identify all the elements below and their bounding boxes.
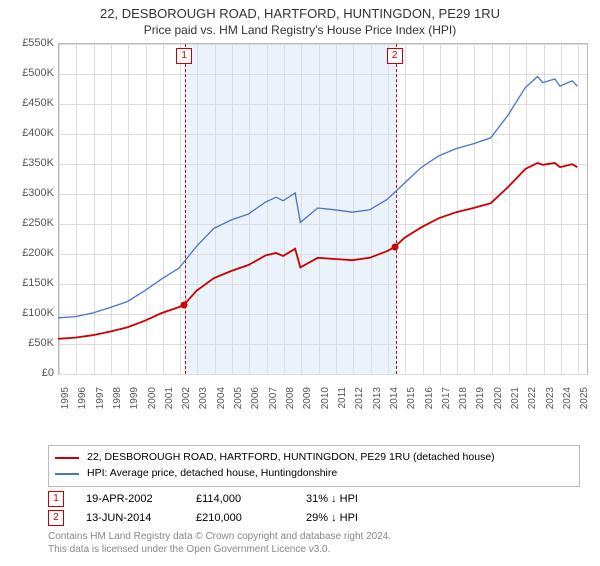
x-tick: 2008 — [285, 387, 296, 417]
footer-line: This data is licensed under the Open Gov… — [48, 543, 580, 556]
page-subtitle: Price paid vs. HM Land Registry's House … — [0, 23, 600, 37]
sale-price: £210,000 — [196, 512, 284, 524]
x-tick: 2025 — [579, 387, 590, 417]
legend-swatch — [55, 457, 79, 459]
x-tick: 2019 — [475, 387, 486, 417]
x-tick: 2007 — [268, 387, 279, 417]
x-tick: 2017 — [441, 387, 452, 417]
x-tick: 2003 — [198, 387, 209, 417]
x-tick: 2024 — [562, 387, 573, 417]
marker-label: 1 — [176, 48, 192, 64]
x-tick: 2004 — [216, 387, 227, 417]
x-tick: 1997 — [95, 387, 106, 417]
legend: 22, DESBOROUGH ROAD, HARTFORD, HUNTINGDO… — [48, 445, 580, 487]
sale-delta: 29% ↓ HPI — [306, 512, 394, 524]
footer-line: Contains HM Land Registry data © Crown c… — [48, 530, 580, 543]
x-tick: 2018 — [458, 387, 469, 417]
marker-dot — [391, 244, 398, 251]
marker-line — [396, 44, 397, 374]
x-tick: 2009 — [302, 387, 313, 417]
y-tick: £50K — [10, 337, 54, 349]
x-tick: 2002 — [181, 387, 192, 417]
sale-row: 1 19-APR-2002 £114,000 31% ↓ HPI — [48, 491, 580, 507]
price-chart: £0 £50K £100K £150K £200K £250K £300K £350K £400… — [10, 43, 590, 403]
x-tick: 2011 — [337, 387, 348, 417]
sale-row: 2 13-JUN-2014 £210,000 29% ↓ HPI — [48, 510, 580, 526]
x-tick: 2010 — [320, 387, 331, 417]
x-tick: 2012 — [354, 387, 365, 417]
x-tick: 2005 — [233, 387, 244, 417]
x-tick: 2020 — [493, 387, 504, 417]
y-tick: £300K — [10, 187, 54, 199]
y-tick: £500K — [10, 67, 54, 79]
x-tick: 2023 — [545, 387, 556, 417]
y-tick: £450K — [10, 97, 54, 109]
x-tick: 2014 — [389, 387, 400, 417]
sale-date: 19-APR-2002 — [86, 493, 174, 505]
marker-line — [185, 44, 186, 374]
sale-delta: 31% ↓ HPI — [306, 493, 394, 505]
x-tick: 2000 — [147, 387, 158, 417]
sales-table: 1 19-APR-2002 £114,000 31% ↓ HPI 2 13-JUN-201… — [48, 491, 580, 526]
marker-dot — [181, 301, 188, 308]
y-tick: £550K — [10, 37, 54, 49]
x-tick: 2001 — [164, 387, 175, 417]
y-tick: £400K — [10, 127, 54, 139]
y-tick: £150K — [10, 277, 54, 289]
y-tick: £0 — [10, 367, 54, 379]
y-tick: £200K — [10, 247, 54, 259]
x-tick: 2006 — [250, 387, 261, 417]
x-tick: 1999 — [129, 387, 140, 417]
x-tick: 1995 — [60, 387, 71, 417]
x-tick: 2015 — [406, 387, 417, 417]
x-tick: 2022 — [527, 387, 538, 417]
y-tick: £250K — [10, 217, 54, 229]
legend-row: 22, DESBOROUGH ROAD, HARTFORD, HUNTINGDO… — [55, 450, 573, 466]
highlight-band — [185, 44, 396, 374]
marker-label: 2 — [387, 48, 403, 64]
x-tick: 2013 — [372, 387, 383, 417]
x-tick: 2021 — [510, 387, 521, 417]
sale-marker: 2 — [48, 510, 64, 526]
legend-label: HPI: Average price, detached house, Hunt… — [87, 466, 337, 482]
sale-marker: 1 — [48, 491, 64, 507]
legend-row: HPI: Average price, detached house, Hunt… — [55, 466, 573, 482]
legend-label: 22, DESBOROUGH ROAD, HARTFORD, HUNTINGDO… — [87, 450, 495, 466]
y-tick: £100K — [10, 307, 54, 319]
page-title: 22, DESBOROUGH ROAD, HARTFORD, HUNTINGDO… — [0, 6, 600, 21]
legend-swatch — [55, 473, 79, 475]
x-tick: 1998 — [112, 387, 123, 417]
sale-date: 13-JUN-2014 — [86, 512, 174, 524]
y-tick: £350K — [10, 157, 54, 169]
sale-price: £114,000 — [196, 493, 284, 505]
x-tick: 1996 — [77, 387, 88, 417]
footer-attribution: Contains HM Land Registry data © Crown c… — [48, 530, 580, 556]
x-tick: 2016 — [424, 387, 435, 417]
